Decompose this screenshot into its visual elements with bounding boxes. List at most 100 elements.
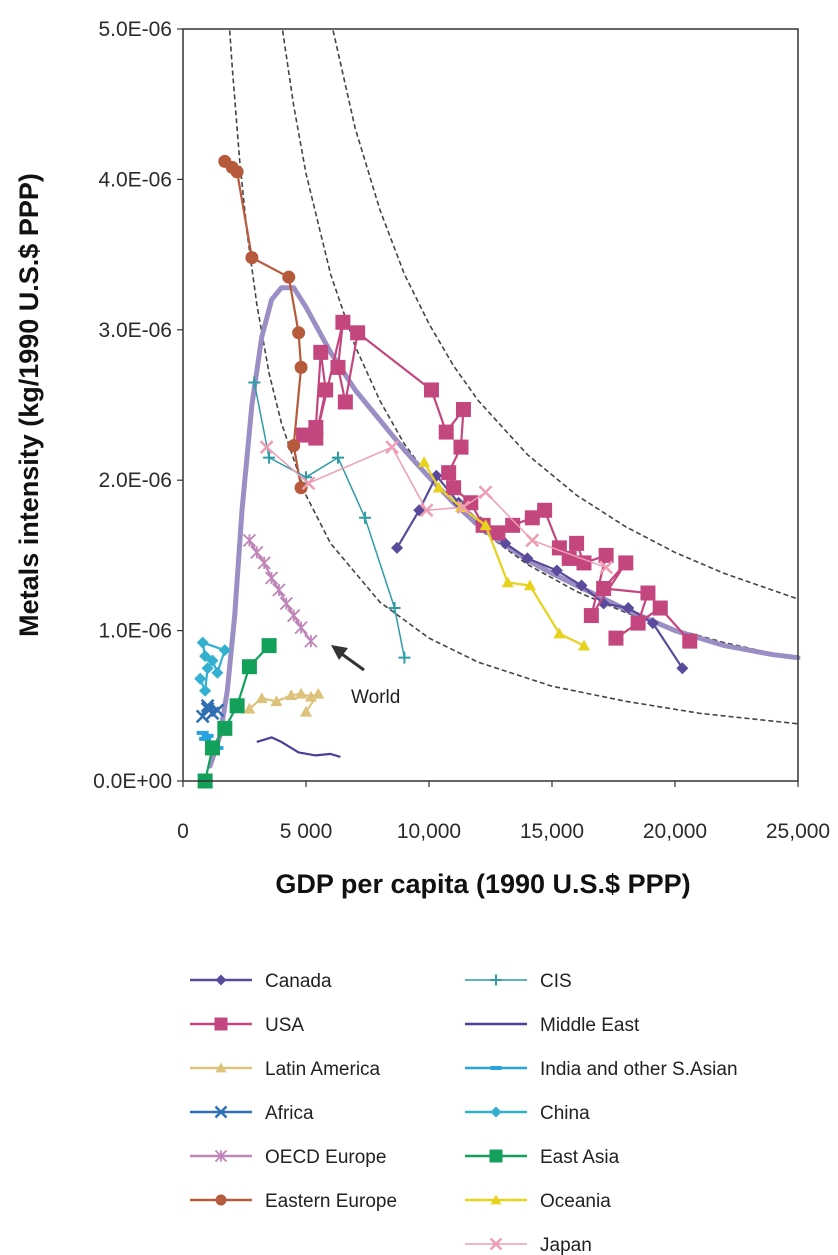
x-tick-label: 0	[177, 820, 189, 843]
point-oecd-europe-7	[287, 608, 301, 623]
legend-label-oecd-europe: OECD Europe	[265, 1147, 386, 1168]
legend-label-india-and-other-s-asian: India and other S.Asian	[540, 1059, 738, 1080]
point-eastern-europe-8	[287, 439, 301, 453]
legend-marker-latin-america	[215, 1062, 227, 1073]
point-east-asia-5	[241, 659, 257, 675]
point-usa-1	[296, 427, 312, 443]
legend-marker-oceania	[490, 1194, 502, 1205]
y-tick-label: 5.0E-06	[98, 18, 172, 41]
point-japan-6	[478, 485, 493, 500]
point-india-and-other-s-asian-1	[196, 730, 209, 735]
y-tick-label: 4.0E-06	[98, 168, 172, 191]
point-china-6	[218, 644, 231, 657]
point-japan-5	[456, 500, 471, 515]
point-latin-america-1	[243, 702, 256, 714]
legend-label-east-asia: East Asia	[540, 1147, 620, 1168]
legend-item-canada: Canada	[190, 971, 332, 992]
legend-marker-china	[490, 1106, 502, 1118]
point-usa-6	[335, 314, 351, 330]
legend-label-usa: USA	[265, 1015, 304, 1036]
point-usa-21	[537, 502, 553, 518]
point-latin-america-8	[300, 705, 312, 717]
legend-marker-africa	[214, 1105, 228, 1119]
point-china-5	[211, 666, 224, 679]
point-canada-1	[391, 541, 404, 554]
world-annotation: World	[331, 645, 400, 708]
point-oecd-europe-4	[264, 571, 279, 585]
series-japan	[259, 440, 614, 575]
legend-item-usa: USA	[190, 1015, 304, 1036]
point-east-asia-2	[205, 740, 221, 756]
legend-marker-cis	[490, 974, 502, 986]
x-tick-label: 15,000	[520, 820, 584, 843]
point-japan-2	[301, 476, 316, 491]
point-usa-29	[596, 580, 612, 596]
point-oceania-7	[553, 627, 566, 639]
point-eastern-europe-7	[294, 360, 308, 374]
point-usa-3	[313, 344, 329, 360]
point-usa-14	[441, 465, 457, 481]
point-latin-america-4	[285, 689, 298, 701]
point-cis-7	[398, 651, 411, 664]
point-africa-4	[210, 703, 225, 718]
point-canada-11	[622, 602, 635, 615]
point-oecd-europe-1	[242, 533, 257, 547]
point-canada-13	[676, 662, 689, 675]
series-oecd-europe	[242, 533, 318, 648]
x-tick-label: 25,000	[766, 820, 830, 843]
series-china	[194, 636, 231, 697]
point-oecd-europe-9	[304, 634, 318, 648]
x-tick-label: 10,000	[397, 820, 461, 843]
point-east-asia-4	[229, 698, 245, 714]
point-china-2	[199, 684, 212, 697]
iso-curves-layer	[228, 30, 799, 725]
point-cis-4	[331, 451, 344, 464]
point-usa-18	[490, 525, 506, 541]
point-oecd-europe-5	[272, 583, 286, 597]
series-line-middle-east	[256, 736, 341, 758]
point-canada-8	[550, 564, 563, 577]
point-cis-2	[263, 451, 276, 464]
y-tick-label: 3.0E-06	[98, 319, 172, 342]
point-usa-34	[682, 633, 698, 649]
point-usa-9	[350, 325, 366, 341]
point-india-and-other-s-asian-3	[201, 733, 214, 738]
point-eastern-europe-9	[294, 481, 308, 495]
series-usa	[296, 314, 698, 649]
point-canada-7	[521, 552, 534, 565]
y-tick-label: 2.0E-06	[98, 469, 172, 492]
point-east-asia-6	[261, 638, 277, 654]
legend-item-india-and-other-s-asian: India and other S.Asian	[465, 1059, 738, 1080]
point-africa-1	[195, 709, 210, 724]
point-latin-america-6	[304, 690, 317, 702]
series-line-usa	[302, 321, 691, 642]
series-middle-east	[256, 736, 341, 758]
point-africa-5	[200, 698, 215, 713]
plot-frame	[182, 28, 799, 782]
point-cis-5	[359, 511, 372, 524]
legend-label-oceania: Oceania	[540, 1191, 611, 1212]
series-eastern-europe	[218, 154, 308, 495]
legend-marker-oecd-europe	[214, 1149, 228, 1163]
y-tick-label: 0.0E+00	[93, 770, 172, 793]
point-eastern-europe-4	[245, 251, 259, 265]
point-oecd-europe-8	[294, 620, 308, 635]
point-canada-12	[646, 617, 659, 630]
point-usa-33	[652, 600, 668, 616]
x-tick-label: 20,000	[643, 820, 707, 843]
series-latin-america	[243, 687, 325, 717]
tick-layer: 0 5 000 10,000 15,000 20,000 25,000 0.0E+00 1.0…	[93, 18, 830, 843]
legend-item-cis: CIS	[465, 971, 572, 992]
y-axis-title: Metals intensity (kg/1990 U.S.$ PPP)	[14, 173, 44, 637]
legend-item-japan: Japan	[465, 1235, 592, 1255]
point-east-asia-3	[217, 720, 233, 736]
y-tick-label: 1.0E-06	[98, 620, 172, 643]
legend-label-eastern-europe: Eastern Europe	[265, 1191, 397, 1212]
point-china-3	[201, 662, 214, 675]
point-japan-1	[259, 440, 274, 454]
point-latin-america-3	[270, 695, 283, 707]
legend-label-cis: CIS	[540, 971, 572, 992]
legend-item-africa: Africa	[190, 1103, 314, 1124]
point-oecd-europe-2	[250, 545, 264, 560]
legend-item-eastern-europe: Eastern Europe	[190, 1191, 397, 1212]
